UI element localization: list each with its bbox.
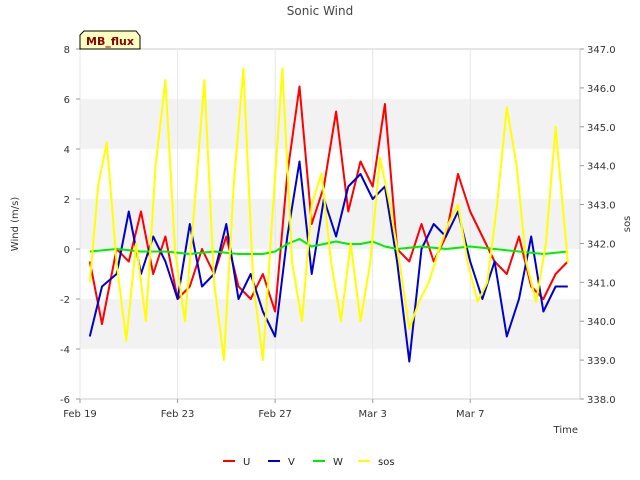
left-axis: -6 -4 -2 0 2 4 6 8 (60, 45, 80, 406)
site-badge-label: MB_flux (86, 35, 134, 48)
x-gridlines (79, 49, 471, 399)
y2-tick-label-1: 339.0 (587, 356, 616, 367)
y2-tick-label-6: 344.0 (587, 162, 616, 173)
y-tick-label-3: 0 (64, 245, 70, 256)
x-axis: Feb 19 Feb 23 Feb 27 Mar 3 Mar 7 (63, 399, 484, 420)
x-tick-label-2: Feb 27 (258, 409, 292, 420)
y-tick-label-4: 2 (64, 195, 70, 206)
y2-tick-label-7: 345.0 (587, 123, 616, 134)
series-line-sos (88, 67, 569, 362)
y-tick-label-2: -2 (60, 295, 70, 306)
y2-tick-label-0: 338.0 (587, 395, 616, 406)
y-tick-label-6: 6 (64, 95, 70, 106)
y2-tick-label-2: 340.0 (587, 317, 616, 328)
x-tick-label-1: Feb 23 (161, 409, 195, 420)
y-tick-label-5: 4 (64, 145, 70, 156)
x-tick-label-0: Feb 19 (63, 409, 97, 420)
y2-tick-label-8: 346.0 (587, 84, 616, 95)
y2-axis-title: sos (622, 216, 633, 233)
grid-band-0 (80, 299, 580, 349)
grid-band-2 (80, 99, 580, 149)
chart-title: Sonic Wind (287, 4, 353, 18)
x-tick-label-4: Mar 7 (456, 409, 484, 420)
y2-tick-label-9: 347.0 (587, 45, 616, 56)
background-bands (80, 99, 580, 349)
y-tick-label-0: -6 (60, 395, 70, 406)
y-tick-label-7: 8 (64, 45, 70, 56)
legend-label-sos: sos (378, 457, 395, 468)
legend-label-w: W (333, 457, 343, 468)
y-axis-title: Wind (m/s) (10, 197, 21, 252)
x-axis-title: Time (553, 425, 578, 436)
site-badge: MB_flux (79, 30, 141, 50)
y2-tick-label-3: 341.0 (587, 278, 616, 289)
series-layer (88, 67, 569, 363)
y2-tick-label-5: 343.0 (587, 201, 616, 212)
x-tick-label-3: Mar 3 (358, 409, 386, 420)
site-badge-shape (79, 30, 141, 50)
legend-label-v: V (288, 457, 295, 468)
right-axis: 338.0 339.0 340.0 341.0 342.0 343.0 344.0 345.0… (580, 45, 616, 406)
y-tick-label-1: -4 (60, 345, 70, 356)
legend-label-u: U (243, 457, 250, 468)
y2-tick-label-4: 342.0 (587, 239, 616, 250)
